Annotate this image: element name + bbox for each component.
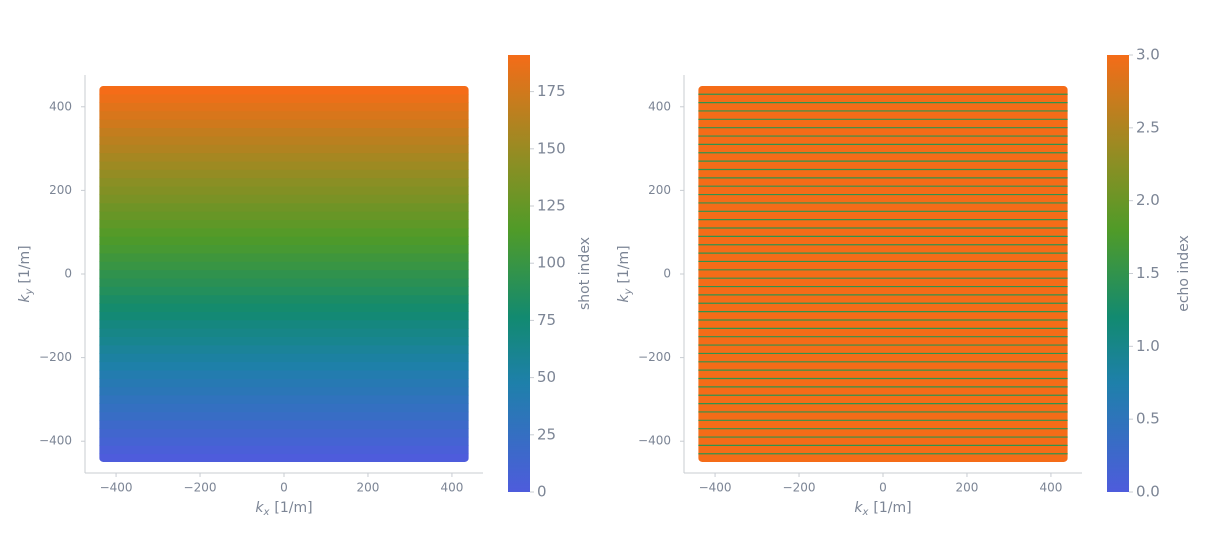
y-tick-label: 400	[648, 99, 671, 113]
point-cloud	[99, 86, 469, 462]
y-tick-label: −400	[39, 434, 72, 448]
y-label-subscript: y	[623, 288, 634, 296]
colorbar-tick-label: 1.0	[1136, 337, 1160, 355]
x-axis-label: kx [1/m]	[854, 500, 911, 518]
y-tick-label: −400	[638, 434, 671, 448]
x-tick-label: 400	[1039, 481, 1062, 495]
x-tick-label: 400	[440, 481, 463, 495]
colorbar	[508, 55, 530, 492]
y-tick-label: 0	[64, 267, 72, 281]
colorbar-tick-label: 1.5	[1136, 264, 1160, 282]
colorbar-tick-label: 2.0	[1136, 191, 1160, 209]
y-axis-label: ky [1/m]	[17, 245, 35, 302]
x-label-subscript: x	[862, 507, 869, 518]
x-tick-label: −200	[783, 481, 816, 495]
x-axis-label: kx [1/m]	[255, 500, 312, 518]
x-label-symbol: k	[854, 500, 863, 516]
y-tick-label: 0	[663, 267, 671, 281]
colorbar-tick-label: 2.5	[1136, 118, 1160, 136]
y-label-unit: [1/m]	[616, 245, 632, 283]
colorbar	[1107, 55, 1129, 492]
x-tick-label: −400	[699, 481, 732, 495]
x-tick-label: 200	[357, 481, 380, 495]
x-tick-label: −200	[184, 481, 217, 495]
x-tick-label: 0	[280, 481, 288, 495]
colorbar-tick-label: 50	[537, 368, 556, 386]
colorbar-tick-label: 0.0	[1136, 483, 1160, 501]
x-label-unit: [1/m]	[873, 500, 911, 516]
y-tick-label: −200	[638, 350, 671, 364]
colorbar-label: shot index	[577, 237, 593, 310]
y-axis-label: ky [1/m]	[616, 245, 634, 302]
colorbar-tick-label: 100	[537, 254, 566, 272]
y-label-subscript: y	[24, 288, 35, 296]
colorbar-tick-label: 125	[537, 197, 566, 215]
colorbar-tick-label: 25	[537, 425, 556, 443]
x-label-symbol: k	[255, 500, 264, 516]
y-label-symbol: k	[17, 294, 33, 303]
x-label-unit: [1/m]	[274, 500, 312, 516]
x-label-subscript: x	[263, 507, 270, 518]
x-tick-label: 200	[956, 481, 979, 495]
colorbar-tick-label: 3.0	[1136, 46, 1160, 64]
colorbar-tick-label: 175	[537, 82, 566, 100]
colorbar-tick-label: 150	[537, 139, 566, 157]
y-tick-label: −200	[39, 350, 72, 364]
colorbar-label: echo index	[1176, 235, 1192, 312]
y-label-symbol: k	[616, 294, 632, 303]
y-tick-label: 200	[648, 183, 671, 197]
point-cloud	[698, 86, 1068, 462]
x-tick-label: 0	[879, 481, 887, 495]
y-tick-label: 200	[49, 183, 72, 197]
x-tick-label: −400	[100, 481, 133, 495]
colorbar-tick-label: 0.5	[1136, 410, 1160, 428]
y-label-unit: [1/m]	[17, 245, 33, 283]
y-tick-label: 400	[49, 99, 72, 113]
colorbar-tick-label: 0	[537, 483, 547, 501]
colorbar-tick-label: 75	[537, 311, 556, 329]
